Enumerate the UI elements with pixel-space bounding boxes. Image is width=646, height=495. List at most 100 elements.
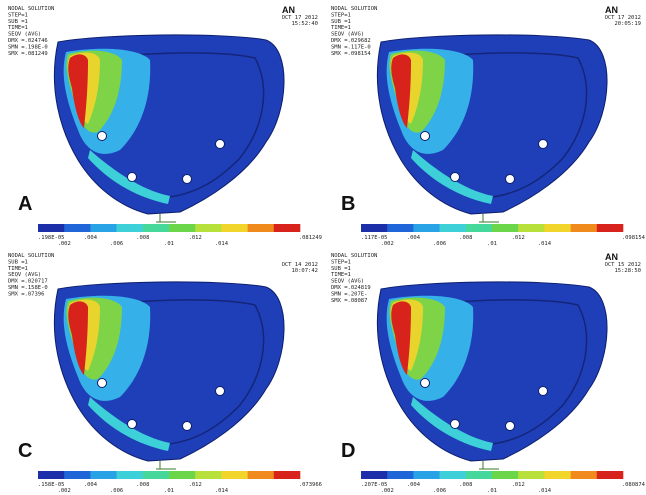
header-line: NODAL SOLUTION [8, 253, 54, 259]
colorbar-swatch [544, 224, 571, 232]
colorbar-swatch [492, 471, 519, 479]
header-line: STEP=1 [331, 12, 351, 18]
time: 10:07:42 [292, 268, 319, 274]
header-line: SMX =.08087 [331, 298, 367, 304]
colorbar-label: .002 [381, 488, 394, 494]
header-line: DMX =.024819 [331, 285, 371, 291]
colorbar-label: .01 [487, 488, 497, 494]
colorbar-label: .002 [58, 488, 71, 494]
header-line: SMX =.098154 [331, 51, 371, 57]
colorbar-label: .073966 [299, 482, 322, 488]
colorbar-swatch [64, 224, 91, 232]
colorbar-swatch [169, 471, 196, 479]
colorbar-swatch [361, 471, 388, 479]
implant-hole [183, 422, 192, 431]
implant-hole [128, 173, 137, 182]
time: 20:05:19 [615, 21, 642, 27]
colorbar-label: .008 [459, 235, 472, 241]
colorbar-label: .006 [110, 488, 123, 494]
colorbar-swatch [413, 471, 440, 479]
colorbar-swatch [143, 471, 170, 479]
colorbar-swatch [117, 224, 144, 232]
colorbar-swatch [274, 471, 301, 479]
colorbar-swatch [492, 224, 519, 232]
colorbar-swatch [440, 224, 467, 232]
colorbar-swatch [466, 471, 493, 479]
colorbar-label: .098154 [622, 235, 646, 241]
colorbar-label: .008 [136, 482, 149, 488]
colorbar-swatch [274, 224, 301, 232]
colorbar-swatch [221, 471, 248, 479]
colorbar-swatch [571, 224, 598, 232]
colorbar-swatch [38, 224, 65, 232]
implant-hole [98, 379, 107, 388]
colorbar-swatch [195, 224, 222, 232]
logo: AN [605, 5, 618, 15]
header-line: SEQV (AVG) [331, 279, 364, 285]
colorbar-swatch [597, 224, 624, 232]
header-line: SUB =1 [331, 19, 351, 25]
header-line: SMX =.07396 [8, 291, 44, 297]
header-line: NODAL SOLUTION [8, 6, 54, 12]
colorbar-swatch [387, 224, 414, 232]
header-line: NODAL SOLUTION [331, 253, 377, 259]
colorbar-label: .012 [512, 482, 525, 488]
colorbar-swatch [597, 471, 624, 479]
header-line: DMX =.029682 [331, 38, 371, 44]
colorbar-label: .01 [164, 241, 174, 247]
colorbar-swatch [90, 224, 117, 232]
colorbar-label: .006 [110, 241, 123, 247]
colorbar-swatch [221, 224, 248, 232]
colorbar-label: .081249 [299, 235, 322, 241]
colorbar-swatch [387, 471, 414, 479]
colorbar-swatch [169, 224, 196, 232]
implant-hole [421, 132, 430, 141]
implant-hole [216, 140, 225, 149]
logo: AN [605, 252, 618, 262]
time: 15:28:50 [615, 268, 642, 274]
header-line: SEQV (AVG) [8, 272, 41, 278]
header-line: DMX =.020717 [8, 279, 48, 285]
logo: AN [282, 5, 295, 15]
header-line: SMN =.117E-0 [331, 44, 371, 50]
colorbar-swatch [440, 471, 467, 479]
implant-hole [506, 175, 515, 184]
implant-hole [539, 387, 548, 396]
implant-hole [216, 387, 225, 396]
colorbar-swatch [117, 471, 144, 479]
colorbar-swatch [248, 471, 275, 479]
colorbar-swatch [413, 224, 440, 232]
implant-hole [421, 379, 430, 388]
colorbar-swatch [195, 471, 222, 479]
header-line: SEQV (AVG) [331, 32, 364, 38]
header-line: TIME=1 [8, 266, 28, 272]
colorbar-label: .014 [538, 241, 552, 247]
implant-hole [539, 140, 548, 149]
colorbar-label: .080874 [622, 482, 646, 488]
panel-label: C [18, 440, 32, 462]
header-line: SMN =.207E- [331, 291, 367, 297]
colorbar-swatch [64, 471, 91, 479]
colorbar-label: .01 [487, 241, 497, 247]
colorbar-label: .004 [84, 235, 98, 241]
colorbar-swatch [466, 224, 493, 232]
colorbar-label: .008 [459, 482, 472, 488]
colorbar-label: .004 [407, 235, 421, 241]
colorbar-label: .002 [58, 241, 71, 247]
implant-hole [451, 420, 460, 429]
panel-label: B [341, 193, 355, 215]
colorbar-swatch [544, 471, 571, 479]
colorbar-swatch [143, 224, 170, 232]
colorbar-label: .014 [215, 241, 229, 247]
header-line: NODAL SOLUTION [331, 6, 377, 12]
colorbar-label: .002 [381, 241, 394, 247]
implant-hole [98, 132, 107, 141]
panel-label: A [18, 193, 32, 215]
colorbar-swatch [518, 224, 545, 232]
colorbar-swatch [90, 471, 117, 479]
header-line: SUB =1 [8, 259, 28, 265]
header-line: TIME=1 [331, 25, 351, 31]
colorbar-label: .012 [189, 235, 202, 241]
header-line: STEP=1 [331, 259, 351, 265]
colorbar-swatch [248, 224, 275, 232]
